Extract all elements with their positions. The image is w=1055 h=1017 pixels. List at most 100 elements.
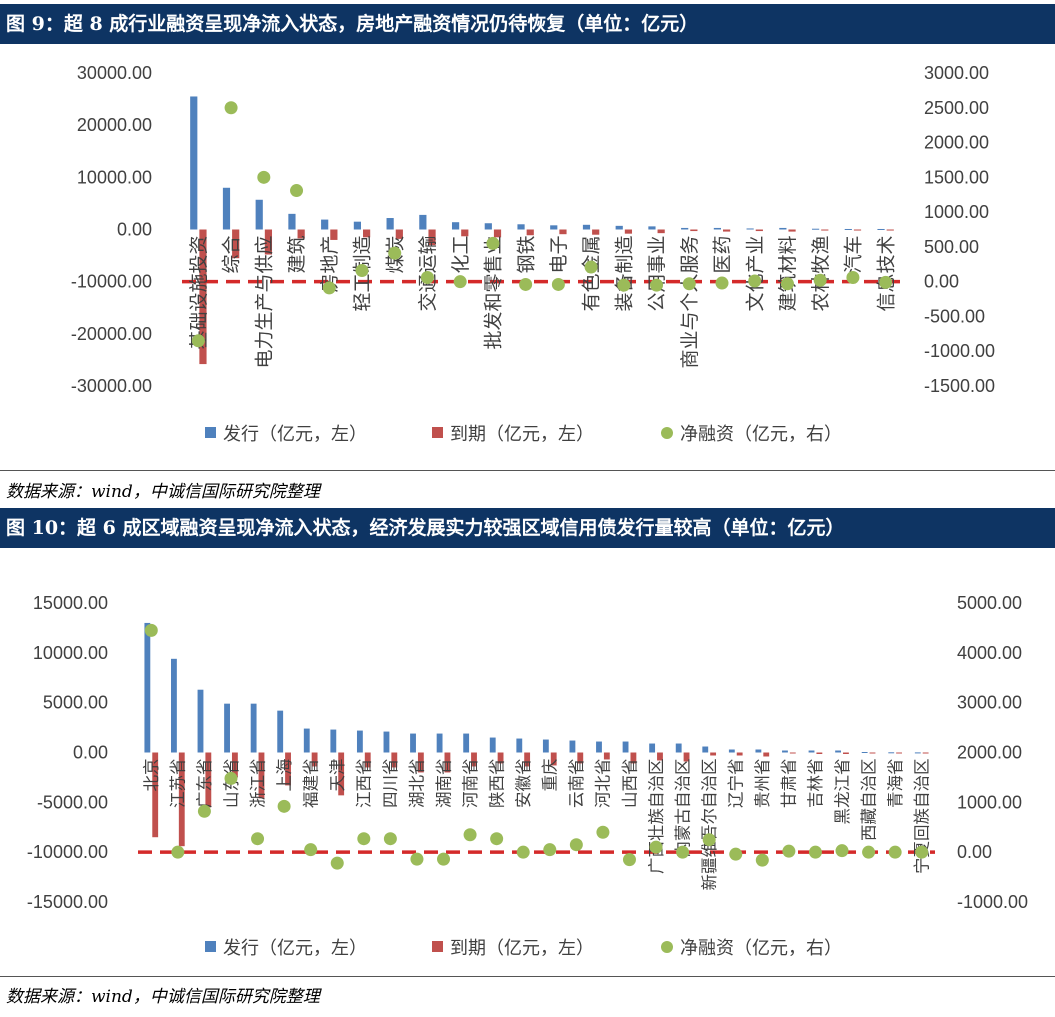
chart2-source: 数据来源：wind，中诚信国际研究院整理 (6, 987, 320, 1007)
category-label: 陕西省 (487, 759, 506, 809)
issue-bar (681, 227, 689, 230)
due-bar (311, 752, 318, 767)
due-bar (630, 752, 637, 764)
net-financing-dot (729, 847, 743, 861)
net-financing-dot (715, 276, 729, 290)
category-label: 宁夏回族自治区 (912, 759, 931, 875)
net-financing-dot (596, 825, 610, 839)
issue-bar (622, 741, 629, 753)
issue-bar (782, 750, 788, 753)
left-tick-label: 0.00 (117, 220, 152, 240)
due-bar (710, 752, 717, 756)
due-bar (886, 229, 894, 231)
legend-swatch (661, 941, 673, 953)
due-bar (199, 229, 207, 365)
net-financing-dot (888, 845, 902, 859)
issue-bar (648, 226, 656, 230)
due-bar (789, 752, 796, 754)
due-bar (205, 752, 212, 808)
net-financing-dot (835, 844, 849, 858)
net-financing-dot (682, 277, 696, 291)
category-label: 综合 (221, 236, 243, 274)
net-financing-dot (551, 277, 565, 291)
category-label: 建筑 (286, 236, 308, 274)
issue-bar (451, 222, 460, 230)
due-bar (231, 752, 238, 778)
category-label: 内蒙古自治区 (673, 759, 692, 858)
issue-bar (303, 728, 310, 753)
net-financing-dot (649, 840, 663, 854)
issue-bar (808, 750, 815, 753)
due-bar (297, 229, 305, 239)
issue-bar (330, 729, 337, 753)
due-bar (683, 752, 690, 762)
issue-bar (353, 221, 361, 230)
due-bar (285, 752, 291, 786)
category-label: 贵州省 (753, 759, 772, 809)
issue-bar (755, 749, 762, 753)
left-tick-label: 15000.00 (33, 593, 108, 613)
net-financing-dot (257, 170, 271, 184)
legend-swatch (205, 941, 216, 952)
due-bar (869, 752, 876, 754)
due-bar (330, 229, 338, 240)
issue-bar (288, 213, 296, 230)
category-label: 商业与个人服务 (679, 236, 701, 369)
net-financing-dot (879, 275, 893, 289)
net-financing-dot (171, 845, 185, 859)
net-financing-dot (569, 838, 583, 852)
issue-bar (596, 741, 602, 753)
net-financing-dot (453, 275, 467, 289)
issue-bar (463, 733, 470, 753)
due-bar (821, 229, 829, 231)
category-label: 云南省 (567, 759, 586, 809)
due-bar (922, 752, 929, 754)
legend-swatch (205, 427, 216, 438)
due-bar (550, 752, 557, 766)
right-tick-label: 5000.00 (957, 593, 1022, 613)
due-bar (338, 752, 345, 796)
category-label: 湖南省 (434, 759, 453, 809)
net-financing-dot (251, 832, 265, 846)
due-bar (816, 752, 823, 754)
issue-bar (190, 96, 198, 230)
due-bar (152, 752, 159, 838)
net-financing-dot (519, 277, 533, 291)
right-tick-label: 1000.00 (924, 202, 989, 222)
issue-bar (419, 214, 427, 230)
category-label: 农林牧渔 (810, 236, 832, 312)
category-label: 电子 (548, 236, 570, 274)
net-financing-dot (650, 278, 664, 292)
due-bar (461, 229, 469, 237)
due-bar (471, 752, 477, 767)
category-label: 信息技术 (875, 236, 897, 312)
right-tick-label: 3000.00 (924, 63, 989, 83)
issue-bar (649, 743, 656, 753)
due-bar (559, 229, 567, 235)
category-label: 房地产 (319, 236, 341, 293)
net-financing-dot (676, 845, 690, 859)
category-label: 北京 (142, 759, 161, 792)
issue-bar (144, 622, 151, 753)
right-tick-label: 0.00 (924, 272, 959, 292)
category-label: 装备制造 (613, 236, 635, 312)
issue-bar (569, 740, 576, 753)
issue-bar (779, 227, 787, 230)
net-financing-dot (915, 845, 929, 859)
net-financing-dot (490, 832, 504, 846)
category-label: 建筑材料 (777, 236, 799, 312)
net-financing-dot (702, 833, 716, 847)
chart1-source: 数据来源：wind，中诚信国际研究院整理 (6, 482, 320, 502)
due-bar (755, 229, 763, 232)
category-label: 公用事业 (646, 236, 668, 312)
issue-bar (436, 733, 443, 753)
due-bar (853, 229, 862, 231)
due-bar (493, 229, 502, 238)
legend-swatch (661, 427, 673, 439)
legend-swatch (432, 427, 443, 438)
due-bar (624, 229, 633, 234)
issue-bar (224, 703, 230, 753)
legend-label: 到期（亿元，左） (450, 938, 594, 959)
net-financing-dot (486, 236, 500, 250)
category-label: 湖北省 (408, 759, 427, 809)
